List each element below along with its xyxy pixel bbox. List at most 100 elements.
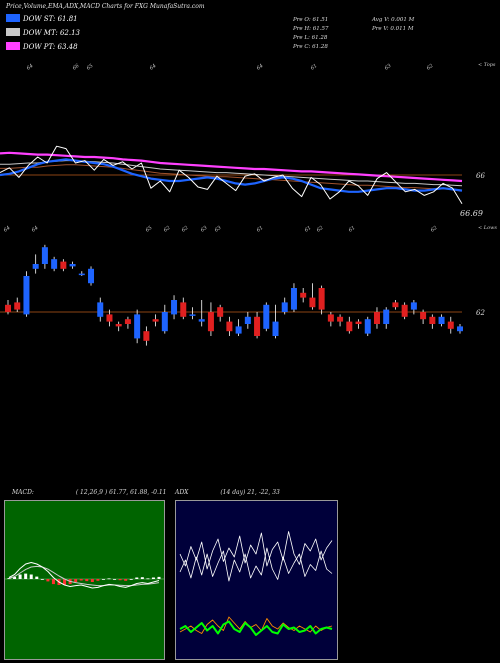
tag-tops: < Tops [478,62,496,68]
candle-body [447,321,454,329]
candle-body [124,319,131,324]
macd-histogram-bar [96,579,100,581]
macd-histogram-bar [63,579,67,585]
candle-body [226,321,233,332]
candle-body [429,316,436,324]
candle-body [263,304,270,329]
candle-body [171,300,178,315]
candle-body [207,312,214,332]
pre-close: Pre C: 61.28 [293,44,328,50]
candle-body [373,312,380,324]
top-tick-label: 62 [426,63,435,72]
macd-chart [5,562,164,589]
candle-body [337,316,344,322]
candle-body [272,321,279,336]
candle-body [438,316,445,324]
macd-histogram-bar [135,577,139,579]
candle-body [410,302,417,310]
pre-open: Pre O: 61.51 [293,17,329,23]
candle-body [392,302,399,308]
macd-histogram-bar [35,576,39,579]
macd-histogram-bar [46,579,50,582]
legend-dow-st: DOW ST: 61.81 [6,14,78,23]
candle-body [235,326,242,334]
candle-body [189,314,196,316]
adx-line [179,620,333,636]
candle-body [152,319,159,322]
candle-body [23,276,30,315]
legend-swatch-dow-st [6,14,20,22]
candle-body [401,304,408,317]
macd-histogram-bar [107,578,111,580]
low-tick-label: 64 [31,225,40,234]
macd-histogram-bar [29,574,33,579]
macd-histogram-bar [151,577,155,579]
candle-body [309,297,316,308]
candle-body [5,304,11,312]
low-tick-label: 61 [304,225,313,234]
macd-histogram-bar [24,573,28,579]
candle-body [327,314,334,322]
macd-histogram-bar [40,579,44,580]
candle-body [78,273,85,276]
low-tick-label: 61 [256,225,265,234]
legend-swatch-dow-mt [6,28,20,36]
legend-dow-pt: DOW PT: 63.48 [6,42,78,51]
ema-band-line [0,164,463,191]
candle-body [383,309,390,324]
top-tick-label: 64 [256,63,265,72]
candle-body [106,314,113,322]
series-dow-st [0,158,463,193]
candle-body [300,292,307,298]
low-tick-label: 65 [145,225,154,234]
series-dow-pt [0,151,463,183]
macd-histogram-bar [146,578,150,580]
candle-body [281,302,288,312]
candle-body [244,316,251,324]
low-tick-label: 61 [348,225,357,234]
candle-body [60,261,67,269]
macd-histogram-bar [113,579,117,580]
macd-histogram-bar [157,576,161,579]
low-tick-label: 62 [163,225,172,234]
macd-histogram-bar [129,579,133,580]
adx-panel [175,500,338,660]
low-tick-label: 63 [214,225,223,234]
macd-histogram-bar [7,578,11,579]
macd-histogram-bar [51,579,55,585]
candle-body [355,321,362,324]
candle-body [254,316,261,336]
top-tick-label: 61 [310,63,319,72]
low-tick-label: 62 [316,225,325,234]
candle-body [457,326,463,332]
top-tick-label: 65 [86,63,95,72]
candle-body [217,307,224,317]
low-tick-label: 62 [430,225,439,234]
avg-volume: Avg V: 0.001 M [372,17,415,23]
candle-body [69,264,76,267]
candle-body [134,314,141,339]
candle-body [51,259,58,269]
candle-body [420,312,427,320]
tag-lows: < Lows [478,225,497,231]
macd-histogram-bar [140,577,144,579]
macd-histogram-bar [18,574,22,579]
macd-signal-line [8,565,160,587]
candle-body [88,268,95,284]
y-label-66-69: 66.69 [460,209,483,218]
macd-histogram-bar [90,579,94,582]
macd-histogram-bar [124,579,128,581]
candle-body [97,302,104,317]
candle-body [14,302,21,310]
candle-body [180,302,187,317]
macd-histogram-bar [74,579,78,582]
main-chart: 66 66.69 < Tops < Lows 64 66 65 64 64 61 63 62 64 64 6… [0,62,497,346]
candle-body [318,288,325,310]
top-tick-label: 64 [149,63,158,72]
low-tick-label: 64 [3,225,12,234]
candle-body [41,247,48,264]
series-price [0,145,463,205]
candle-y-label: 62 [476,309,485,317]
low-tick-label: 63 [200,225,209,234]
top-tick-label: 63 [384,63,393,72]
